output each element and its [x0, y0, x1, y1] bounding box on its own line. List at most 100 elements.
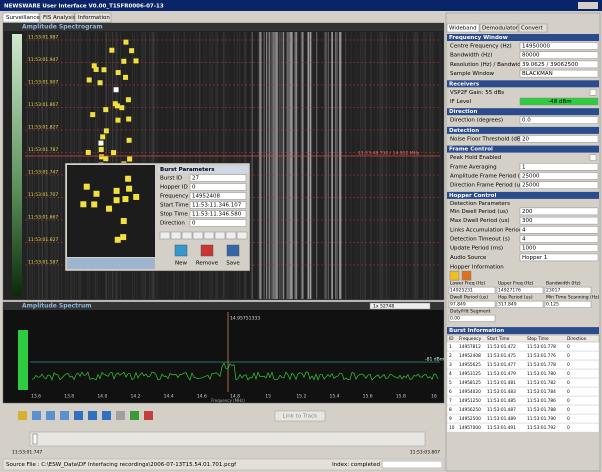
- hopper-icon[interactable]: [461, 270, 472, 281]
- popup-nav-button[interactable]: [192, 231, 204, 240]
- burst-marker[interactable]: [109, 47, 115, 53]
- burst-marker[interactable]: [91, 63, 97, 69]
- freq-tick-label: 13.8: [64, 394, 74, 400]
- burst-marker[interactable]: [123, 74, 129, 80]
- settings-tab[interactable]: [518, 23, 548, 33]
- popup-button-icon[interactable]: [200, 244, 214, 257]
- setting-input[interactable]: [519, 69, 599, 78]
- burst-marker[interactable]: [129, 48, 135, 54]
- popup-nav-button[interactable]: [159, 231, 171, 240]
- setting-input[interactable]: [519, 60, 599, 69]
- setting-input[interactable]: [519, 244, 599, 252]
- burst-marker[interactable]: [101, 67, 107, 73]
- table-cell: 14955625: [459, 362, 481, 368]
- slider-thumb[interactable]: [32, 433, 38, 445]
- burst-marker[interactable]: [126, 137, 132, 143]
- section-title: Receivers: [449, 81, 480, 87]
- setting-input[interactable]: [519, 116, 599, 124]
- main-tab[interactable]: [2, 12, 40, 23]
- burst-marker[interactable]: [115, 70, 121, 76]
- toolbar-button[interactable]: [144, 411, 153, 420]
- burst-marker[interactable]: [93, 66, 99, 72]
- toolbar-button[interactable]: [60, 411, 69, 420]
- burst-marker[interactable]: [111, 150, 117, 156]
- popup-nav-button[interactable]: [236, 231, 248, 240]
- burst-marker[interactable]: [125, 97, 131, 103]
- hopper-field-label: Upper Freq (Hz): [498, 281, 534, 287]
- popup-nav-button[interactable]: [203, 231, 215, 240]
- settings-tab[interactable]: [446, 23, 480, 33]
- burst-marker[interactable]: [126, 116, 132, 122]
- table-cell: 11:53:01.483: [487, 389, 516, 395]
- toolbar-button[interactable]: [102, 411, 111, 420]
- setting-input[interactable]: [519, 207, 599, 216]
- burst-marker[interactable]: [98, 140, 104, 146]
- hopper-icon[interactable]: [449, 270, 460, 281]
- popup-field-box[interactable]: [189, 201, 247, 209]
- setting-input[interactable]: [519, 135, 599, 143]
- popup-field-box[interactable]: [189, 210, 247, 218]
- burst-marker[interactable]: [119, 105, 125, 111]
- scale-selector[interactable]: [369, 302, 431, 310]
- burst-marker[interactable]: [97, 80, 103, 86]
- burst-marker[interactable]: [86, 77, 92, 83]
- main-tab[interactable]: [74, 12, 112, 23]
- setting-input[interactable]: [519, 216, 599, 225]
- burst-marker[interactable]: [90, 112, 96, 118]
- setting-input[interactable]: [519, 181, 599, 189]
- popup-nav-button[interactable]: [225, 231, 237, 240]
- setting-label: Centre Frequency (Hz): [450, 44, 512, 50]
- burst-marker[interactable]: [100, 134, 106, 140]
- popup-nav-button[interactable]: [214, 231, 226, 240]
- setting-checkbox[interactable]: [589, 154, 597, 161]
- main-tab[interactable]: [39, 12, 75, 23]
- burst-marker[interactable]: [85, 149, 91, 155]
- toolbar-button[interactable]: [32, 411, 41, 420]
- setting-input[interactable]: [519, 51, 599, 59]
- burst-marker[interactable]: [103, 128, 109, 134]
- burst-marker[interactable]: [113, 87, 119, 93]
- burst-marker[interactable]: [98, 146, 104, 152]
- toolbar-button[interactable]: [74, 411, 83, 420]
- toolbar-button[interactable]: [116, 411, 125, 420]
- setting-input[interactable]: [519, 226, 599, 234]
- burst-marker[interactable]: [121, 58, 127, 64]
- toolbar-button[interactable]: [88, 411, 97, 420]
- toolbar-button[interactable]: [130, 411, 139, 420]
- burst-marker[interactable]: [123, 39, 129, 45]
- burst-marker[interactable]: [114, 103, 120, 109]
- popup-field-box[interactable]: [189, 192, 247, 200]
- setting-input[interactable]: [519, 42, 599, 50]
- setting-input[interactable]: [519, 172, 599, 180]
- popup-button-icon[interactable]: [226, 244, 240, 257]
- toolbar-button[interactable]: [18, 411, 27, 420]
- burst-marker[interactable]: [99, 154, 105, 160]
- freq-tick-label: 13.6: [31, 394, 41, 400]
- setting-label: Update Period (ms): [450, 246, 503, 252]
- table-cell: 0: [567, 425, 570, 431]
- setting-label: Detection Timeout (s): [450, 237, 510, 243]
- popup-button-icon[interactable]: [174, 244, 188, 257]
- setting-checkbox[interactable]: [589, 89, 597, 96]
- settings-tab[interactable]: [479, 23, 519, 33]
- burst-marker[interactable]: [133, 58, 139, 64]
- burst-marker[interactable]: [127, 156, 133, 162]
- popup-field-box[interactable]: [189, 219, 247, 227]
- window-controls[interactable]: [578, 2, 598, 9]
- burst-marker[interactable]: [103, 156, 109, 162]
- setting-input[interactable]: [519, 163, 599, 171]
- playback-slider[interactable]: [29, 431, 426, 447]
- setting-input[interactable]: [519, 97, 599, 106]
- burst-marker[interactable]: [115, 117, 121, 123]
- setting-input[interactable]: [519, 235, 599, 243]
- popup-field-box[interactable]: [189, 174, 247, 182]
- table-cell: 11:53:01.491: [487, 425, 516, 431]
- toolbar-button[interactable]: [46, 411, 55, 420]
- burst-marker[interactable]: [103, 107, 109, 113]
- popup-field-box[interactable]: [189, 183, 247, 191]
- setting-input[interactable]: [519, 253, 599, 262]
- link-track-button[interactable]: [274, 410, 326, 422]
- popup-nav-button[interactable]: [181, 231, 193, 240]
- table-row[interactable]: [446, 422, 600, 433]
- popup-nav-button[interactable]: [170, 231, 182, 240]
